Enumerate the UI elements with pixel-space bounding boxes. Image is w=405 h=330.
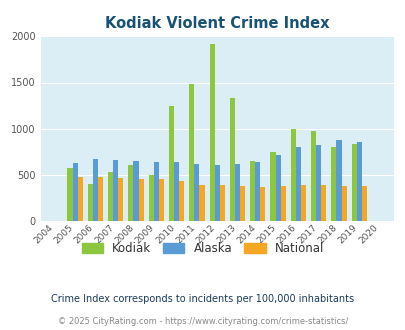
Bar bbox=[148, 175, 153, 221]
Bar bbox=[214, 165, 219, 221]
Bar bbox=[118, 178, 123, 221]
Text: Crime Index corresponds to incidents per 100,000 inhabitants: Crime Index corresponds to incidents per… bbox=[51, 294, 354, 304]
Bar bbox=[361, 186, 366, 221]
Bar bbox=[234, 164, 239, 221]
Bar bbox=[351, 145, 356, 221]
Bar bbox=[341, 185, 346, 221]
Bar bbox=[77, 177, 83, 221]
Bar bbox=[290, 129, 295, 221]
Bar bbox=[72, 163, 77, 221]
Bar bbox=[255, 162, 260, 221]
Title: Kodiak Violent Crime Index: Kodiak Violent Crime Index bbox=[105, 16, 328, 31]
Bar bbox=[194, 164, 199, 221]
Bar bbox=[310, 131, 315, 221]
Text: © 2025 CityRating.com - https://www.cityrating.com/crime-statistics/: © 2025 CityRating.com - https://www.city… bbox=[58, 317, 347, 326]
Bar bbox=[219, 185, 224, 221]
Bar bbox=[249, 161, 255, 221]
Bar bbox=[108, 172, 113, 221]
Legend: Kodiak, Alaska, National: Kodiak, Alaska, National bbox=[77, 237, 328, 260]
Bar bbox=[133, 161, 138, 221]
Bar bbox=[320, 184, 326, 221]
Bar bbox=[113, 160, 118, 221]
Bar bbox=[168, 106, 174, 221]
Bar bbox=[153, 162, 158, 221]
Bar bbox=[128, 165, 133, 221]
Bar bbox=[189, 84, 194, 221]
Bar bbox=[67, 168, 72, 221]
Bar bbox=[174, 162, 179, 221]
Bar bbox=[98, 177, 103, 221]
Bar bbox=[229, 98, 234, 221]
Bar bbox=[209, 44, 214, 221]
Bar bbox=[158, 179, 164, 221]
Bar bbox=[330, 147, 336, 221]
Bar bbox=[179, 182, 184, 221]
Bar bbox=[270, 152, 275, 221]
Bar bbox=[336, 140, 341, 221]
Bar bbox=[138, 179, 143, 221]
Bar bbox=[280, 186, 285, 221]
Bar bbox=[87, 184, 93, 221]
Bar bbox=[199, 185, 204, 221]
Bar bbox=[295, 147, 300, 221]
Bar bbox=[260, 187, 265, 221]
Bar bbox=[300, 185, 305, 221]
Bar bbox=[356, 142, 361, 221]
Bar bbox=[93, 159, 98, 221]
Bar bbox=[275, 154, 280, 221]
Bar bbox=[315, 145, 320, 221]
Bar bbox=[239, 186, 245, 221]
